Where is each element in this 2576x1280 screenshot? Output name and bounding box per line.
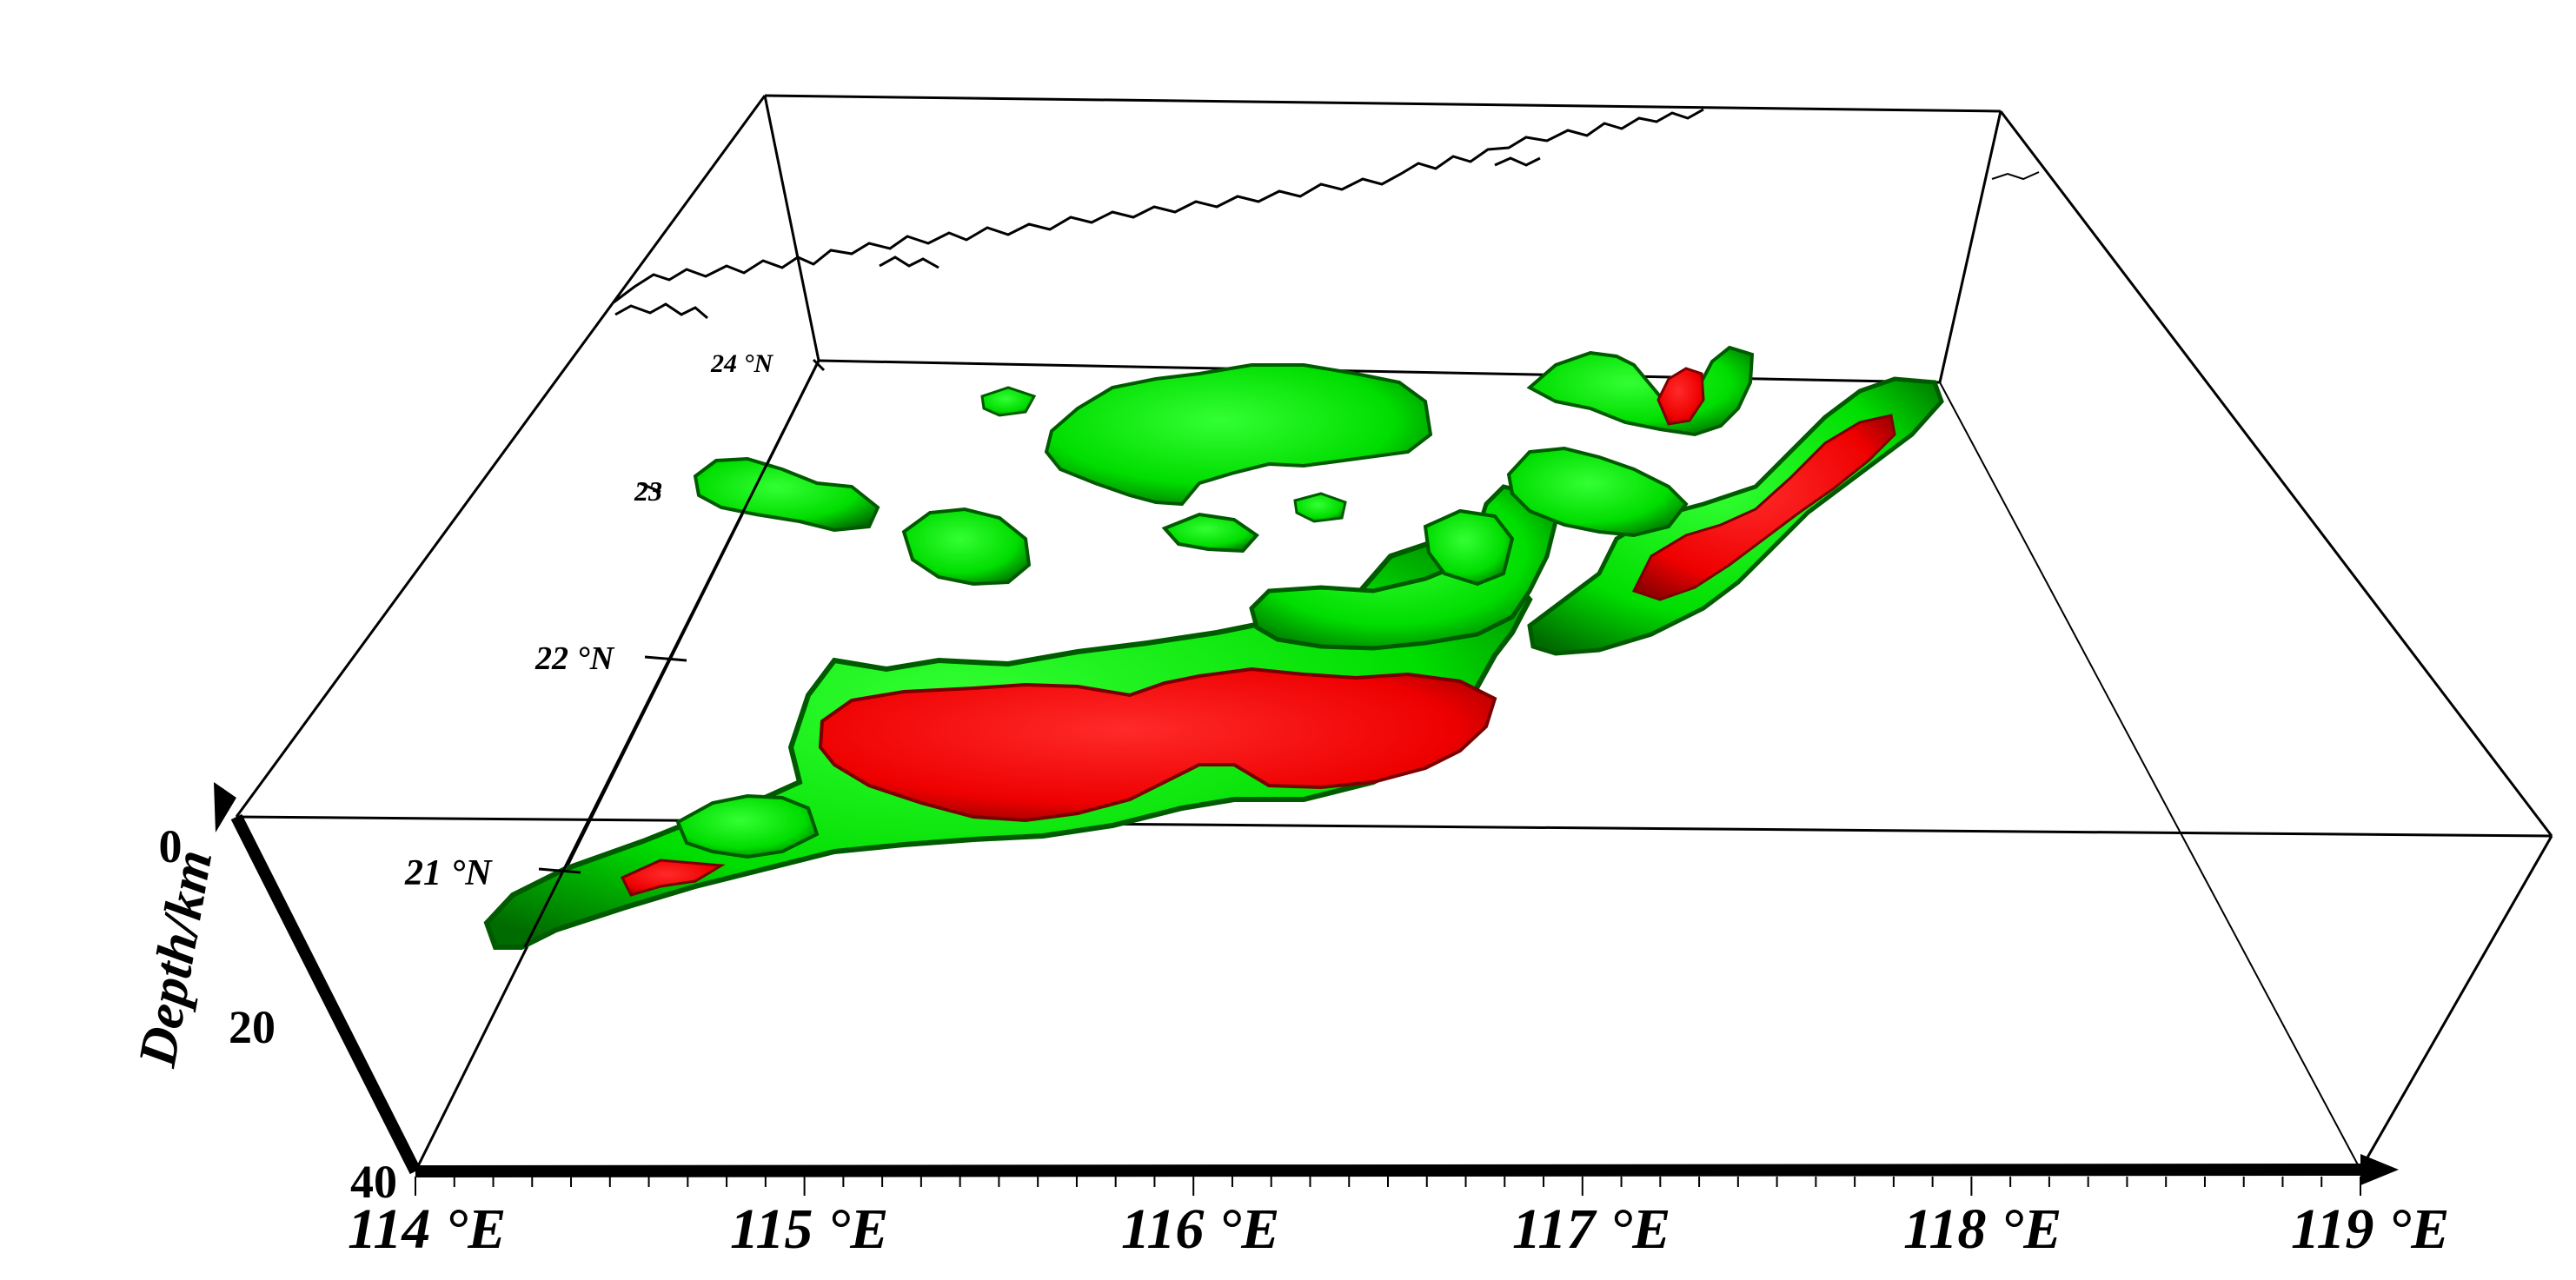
depth-axis-label: Depth/km — [128, 846, 224, 1071]
latitude-tick-22: 22 °N — [534, 640, 615, 677]
longitude-tick-119: 119 °E — [2291, 1197, 2449, 1261]
outer-isosurface-west-3 — [1161, 512, 1259, 554]
outer-isosurface-west-4 — [980, 386, 1037, 417]
inner-isosurface-ne-ridge — [1631, 414, 1896, 601]
outer-isosurface-ne-north — [1526, 345, 1755, 437]
latitude-axis: 24 °N 23 22 °N 21 °N — [404, 349, 826, 948]
latitude-tick-23: 23 — [634, 475, 662, 507]
depth-tick-40: 40 — [350, 1156, 397, 1208]
latitude-tick-24: 24 °N — [710, 349, 773, 378]
longitude-axis: 114 °E 115 °E 116 °E 117 °E 118 °E 119 °… — [348, 1154, 2449, 1261]
depth-axis: 0 20 40 Depth/km — [128, 782, 422, 1208]
outer-isosurface-center-small — [1293, 492, 1347, 523]
longitude-tick-117: 117 °E — [1512, 1197, 1670, 1261]
depth-tick-0: 0 — [159, 820, 183, 872]
inner-isosurface-ne-north — [1656, 367, 1705, 426]
inner-isosurface-main — [818, 667, 1497, 823]
longitude-tick-118: 118 °E — [1903, 1197, 2061, 1261]
coastline — [613, 108, 1704, 304]
outer-isosurface-north-large — [1044, 363, 1433, 507]
latitude-tick-21: 21 °N — [404, 853, 493, 893]
outer-isosurface-sw-tail — [675, 793, 820, 859]
depth-tick-20: 20 — [229, 1001, 276, 1053]
inner-isosurface-sw-small — [620, 859, 726, 897]
outer-isosurface-west-1 — [693, 456, 880, 533]
isosurface-bodies — [483, 345, 1944, 950]
longitude-tick-115: 115 °E — [730, 1197, 888, 1261]
outer-isosurface-west-2 — [901, 507, 1032, 587]
outer-isosurface-central-bridge — [1423, 508, 1515, 587]
longitude-tick-116: 116 °E — [1121, 1197, 1279, 1261]
outer-isosurface-ne-lobe — [1506, 446, 1689, 538]
longitude-tick-114: 114 °E — [348, 1197, 506, 1261]
